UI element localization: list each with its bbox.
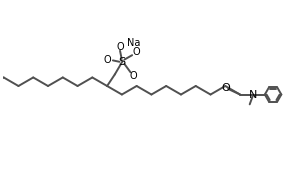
Text: Na: Na bbox=[126, 38, 140, 48]
Text: O: O bbox=[103, 55, 111, 65]
Text: S: S bbox=[119, 57, 126, 67]
Text: O: O bbox=[130, 71, 138, 81]
Text: O: O bbox=[221, 83, 230, 93]
Text: N: N bbox=[249, 89, 258, 100]
Text: O: O bbox=[133, 47, 140, 57]
Text: O: O bbox=[116, 42, 124, 52]
